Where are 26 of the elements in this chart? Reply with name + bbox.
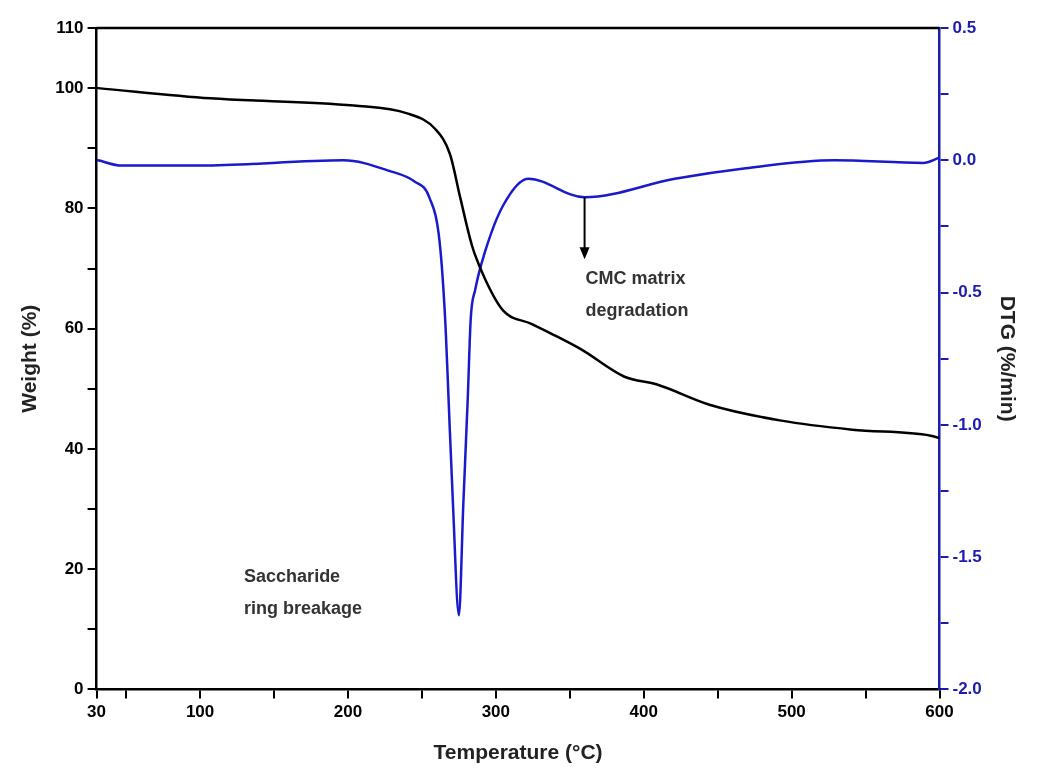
line-series [96, 156, 940, 617]
y-tick-label: 110 [56, 17, 84, 37]
y-axis-title: Weight (%) [17, 304, 41, 413]
y-tick-label: 40 [64, 438, 84, 458]
x-tick-label: 600 [925, 702, 954, 722]
annotation: Saccharide ring breakage [244, 565, 363, 618]
y2-tick-label: 0.0 [952, 149, 977, 169]
y2-tick-label: -2.0 [952, 679, 982, 699]
y-tick-label: 60 [64, 318, 84, 338]
x-tick-label: 500 [777, 702, 806, 722]
y2-tick-label: -1.0 [952, 414, 982, 434]
y-tick-label: 0 [74, 679, 84, 699]
x-tick-label: 100 [185, 702, 215, 722]
x-axis-title: Temperature (°C) [433, 740, 603, 764]
annotation: CMC matrix degradation [585, 268, 689, 321]
y2-tick-label: 0.5 [952, 17, 977, 37]
x-tick-label: 200 [333, 702, 363, 722]
y2-tick-label: -0.5 [952, 282, 982, 302]
x-tick-label: 300 [481, 702, 511, 722]
y2-axis-title: DTG (%/min) [996, 295, 1020, 422]
y-tick-label: 20 [64, 558, 84, 578]
y-tick-label: 80 [64, 198, 84, 218]
y-tick-label: 100 [55, 77, 84, 97]
x-tick-label: 400 [629, 702, 658, 722]
y2-tick-label: -1.5 [952, 546, 982, 566]
x-tick-label: 30 [87, 702, 107, 722]
